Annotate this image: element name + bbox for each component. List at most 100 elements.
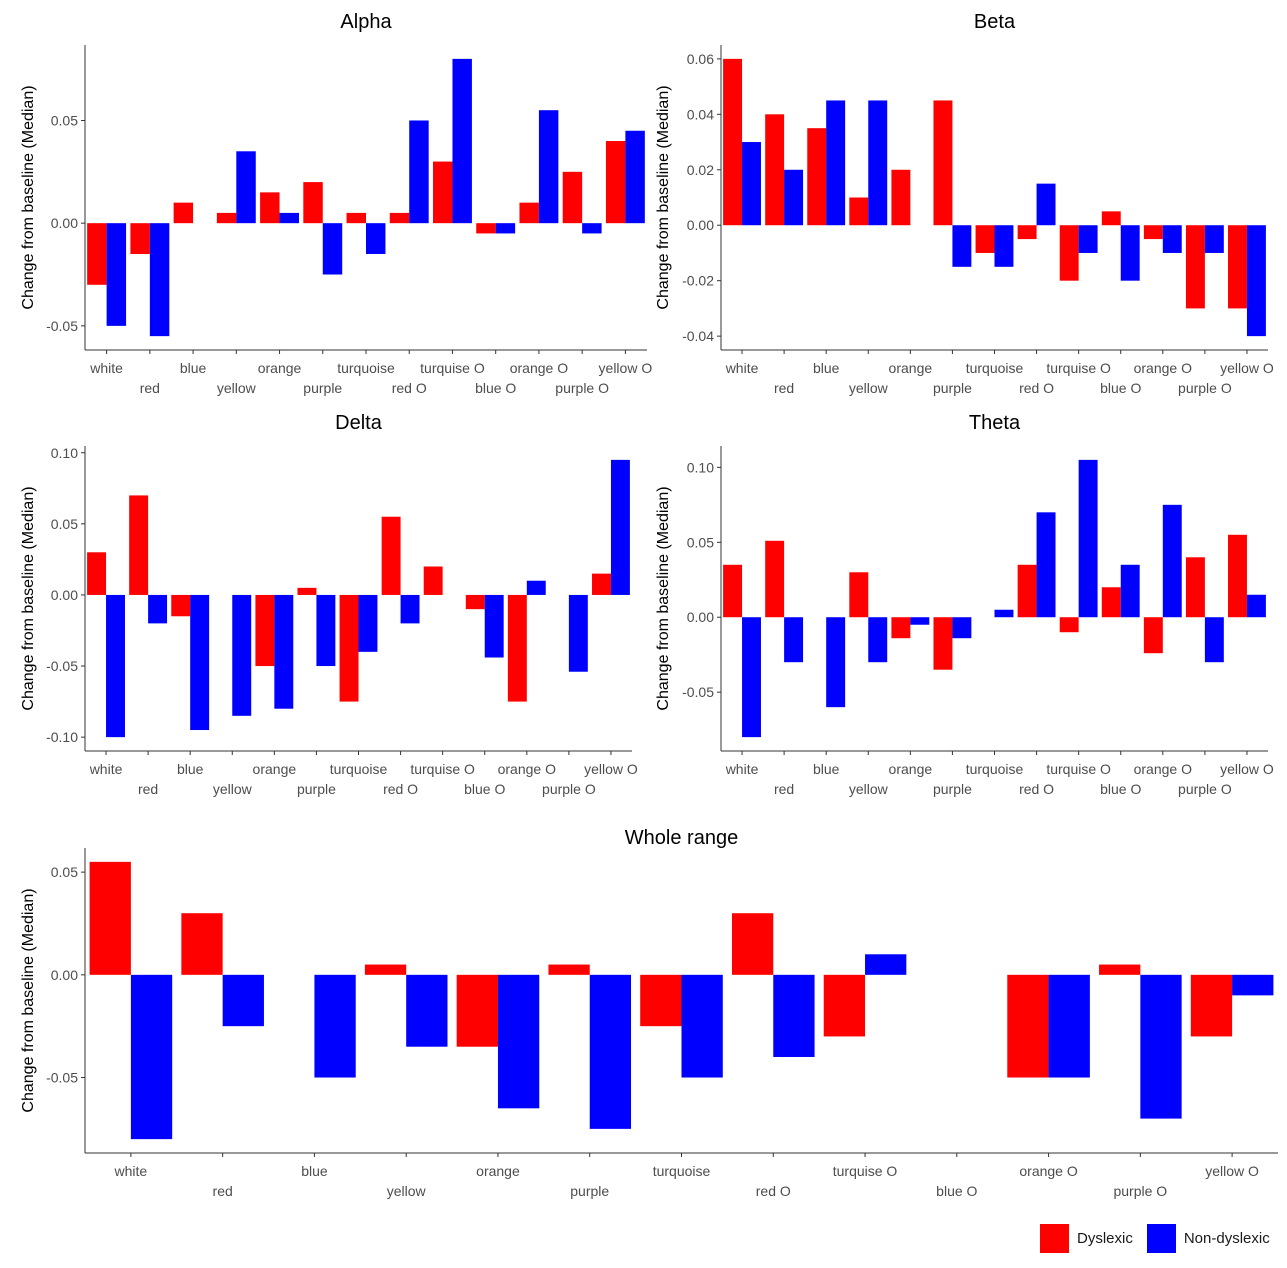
- x-tick-label-red: red: [774, 380, 794, 396]
- x-tick-label-orange: orange: [258, 360, 302, 376]
- y-tick-label: 0.10: [687, 459, 714, 475]
- chart-title-delta: Delta: [335, 412, 383, 434]
- bar-dyslexic-yellow-o: [1228, 225, 1247, 309]
- y-axis-label: Change from baseline (Median): [655, 486, 672, 710]
- bar-dyslexic-red: [129, 495, 149, 595]
- x-tick-label-red-o: red O: [1019, 380, 1054, 396]
- legend-swatch-non-dyslexic: [1146, 1224, 1176, 1253]
- bar-non-dyslexic-blue-o: [1120, 564, 1140, 618]
- bar-dyslexic-white: [87, 223, 107, 285]
- x-tick-label-orange-o: orange O: [510, 360, 568, 376]
- bar-dyslexic-white: [723, 58, 743, 226]
- bar-non-dyslexic-turquoise: [681, 974, 723, 1078]
- bar-dyslexic-red: [765, 114, 785, 226]
- bar-non-dyslexic-orange-o: [1048, 974, 1090, 1078]
- bar-non-dyslexic-white: [742, 142, 761, 226]
- x-tick-label-yellow-o: yellow O: [1220, 761, 1274, 777]
- bar-dyslexic-red-o: [731, 913, 774, 975]
- x-tick-label-turquoise: turquoise: [653, 1163, 711, 1179]
- bar-dyslexic-red-o: [381, 516, 401, 595]
- x-tick-label-blue-o: blue O: [1100, 781, 1141, 797]
- bar-non-dyslexic-orange: [910, 617, 930, 625]
- y-axis-label: Change from baseline (Median): [655, 85, 672, 309]
- bar-dyslexic-yellow: [216, 212, 237, 224]
- x-tick-label-blue-o: blue O: [464, 781, 505, 797]
- y-tick-label: 0.00: [51, 215, 78, 231]
- chart-title-theta: Theta: [969, 412, 1021, 434]
- bar-non-dyslexic-purple: [589, 974, 632, 1129]
- bar-non-dyslexic-turquoise: [994, 225, 1014, 267]
- x-tick-label-blue-o: blue O: [936, 1183, 977, 1199]
- x-tick-label-white: white: [114, 1163, 148, 1179]
- x-tick-label-white: white: [725, 761, 759, 777]
- bar-dyslexic-purple: [303, 182, 323, 224]
- x-tick-label-yellow: yellow: [849, 380, 889, 396]
- bar-dyslexic-red: [765, 540, 785, 618]
- bar-non-dyslexic-orange-o: [526, 580, 546, 595]
- x-tick-label-blue-o: blue O: [1100, 380, 1141, 396]
- bar-dyslexic-blue-o: [1101, 587, 1121, 618]
- bar-non-dyslexic-red: [222, 974, 264, 1027]
- bar-dyslexic-orange: [456, 974, 498, 1047]
- x-tick-label-red: red: [138, 781, 158, 797]
- x-tick-label-purple-o: purple O: [1113, 1183, 1167, 1199]
- bar-non-dyslexic-purple-o: [1204, 225, 1224, 253]
- y-tick-label: 0.02: [687, 162, 714, 178]
- bar-non-dyslexic-purple-o: [1140, 974, 1182, 1119]
- bar-dyslexic-orange: [891, 169, 911, 226]
- x-tick-label-yellow: yellow: [849, 781, 889, 797]
- y-tick-label: -0.10: [46, 729, 78, 745]
- bar-non-dyslexic-yellow: [236, 151, 256, 224]
- x-tick-label-purple: purple: [303, 380, 342, 396]
- bar-non-dyslexic-yellow-o: [1246, 225, 1266, 337]
- bar-dyslexic-white: [89, 861, 131, 975]
- bar-non-dyslexic-turquise-o: [452, 58, 472, 224]
- bar-dyslexic-yellow-o: [605, 141, 626, 224]
- x-tick-label-purple-o: purple O: [542, 781, 596, 797]
- x-tick-label-turquoise: turquoise: [966, 360, 1024, 376]
- bar-non-dyslexic-yellow-o: [1232, 974, 1274, 996]
- bar-non-dyslexic-red: [784, 617, 804, 663]
- y-tick-label: 0.00: [51, 587, 78, 603]
- bar-non-dyslexic-purple-o: [1204, 617, 1224, 663]
- legend-swatch-dyslexic: [1040, 1224, 1069, 1253]
- bar-non-dyslexic-blue-o: [484, 594, 504, 658]
- bar-non-dyslexic-white: [742, 617, 761, 738]
- bar-dyslexic-turquoise: [346, 212, 366, 224]
- legend-label-non-dyslexic: Non-dyslexic: [1183, 1230, 1270, 1247]
- x-tick-label-yellow-o: yellow O: [1205, 1163, 1259, 1179]
- x-tick-label-blue-o: blue O: [475, 380, 516, 396]
- bar-dyslexic-red: [130, 223, 150, 254]
- y-tick-label: -0.05: [46, 318, 78, 334]
- x-tick-label-orange: orange: [889, 360, 933, 376]
- bar-dyslexic-white: [723, 564, 743, 618]
- bar-non-dyslexic-blue: [826, 617, 846, 708]
- bar-dyslexic-purple: [933, 617, 953, 670]
- x-tick-label-red-o: red O: [756, 1183, 791, 1199]
- chart-title-beta: Beta: [974, 11, 1016, 33]
- bar-non-dyslexic-red: [784, 169, 804, 226]
- bar-dyslexic-purple-o: [1099, 964, 1141, 975]
- y-tick-label: -0.05: [46, 1070, 78, 1086]
- bar-dyslexic-turquise-o: [1059, 225, 1079, 281]
- x-tick-label-white: white: [89, 360, 123, 376]
- bar-dyslexic-purple-o: [562, 171, 583, 224]
- y-tick-label: 0.10: [51, 445, 78, 461]
- bar-dyslexic-purple: [933, 100, 953, 226]
- x-tick-label-yellow-o: yellow O: [1220, 360, 1274, 376]
- x-tick-label-purple: purple: [933, 380, 972, 396]
- y-tick-label: -0.02: [682, 273, 714, 289]
- x-tick-label-blue: blue: [813, 761, 840, 777]
- bar-non-dyslexic-yellow: [232, 594, 252, 716]
- bar-non-dyslexic-purple: [316, 594, 336, 667]
- bar-dyslexic-blue: [173, 202, 194, 224]
- x-tick-label-red-o: red O: [1019, 781, 1054, 797]
- y-axis-label: Change from baseline (Median): [20, 85, 37, 309]
- bar-dyslexic-red-o: [1017, 564, 1037, 618]
- legend: Dyslexic Non-dyslexic: [1040, 1224, 1274, 1253]
- x-tick-label-red: red: [213, 1183, 233, 1199]
- bar-dyslexic-yellow-o: [1228, 534, 1247, 618]
- y-tick-label: -0.05: [682, 684, 714, 700]
- x-tick-label-orange-o: orange O: [1134, 360, 1192, 376]
